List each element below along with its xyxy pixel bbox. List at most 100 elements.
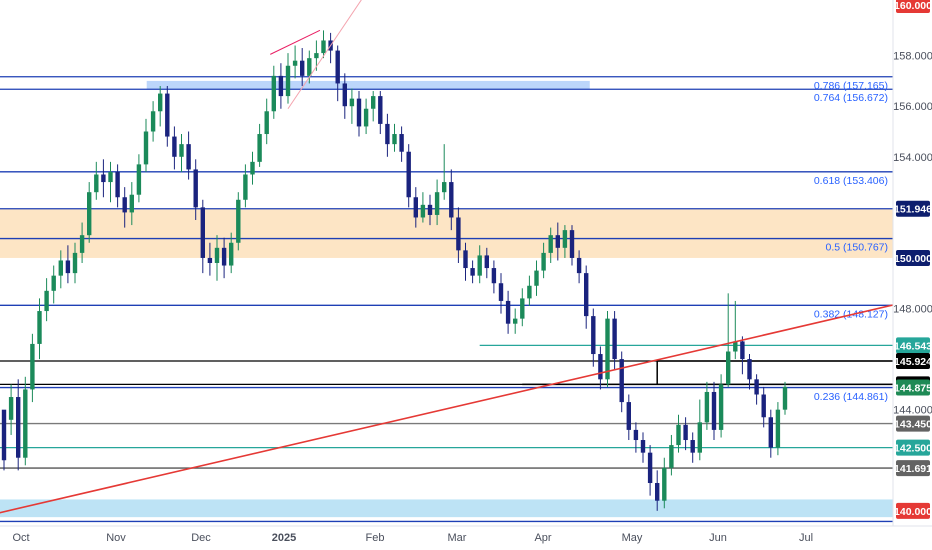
candle[interactable] xyxy=(669,434,674,476)
candle[interactable] xyxy=(449,169,454,231)
candle[interactable] xyxy=(108,161,113,203)
candle[interactable] xyxy=(591,308,596,367)
candle[interactable] xyxy=(285,53,291,104)
candles[interactable] xyxy=(1,30,788,511)
candle[interactable] xyxy=(363,98,369,135)
rising-trendline[interactable] xyxy=(0,296,928,514)
candle[interactable] xyxy=(726,293,731,387)
candle[interactable] xyxy=(51,265,56,304)
candle[interactable] xyxy=(79,222,85,263)
candle[interactable] xyxy=(58,250,63,289)
candle[interactable] xyxy=(584,265,589,329)
candle[interactable] xyxy=(633,422,639,453)
price-axis[interactable]: 160.000 158.000 156.000 154.000 151.946 150.0… xyxy=(892,0,932,550)
price-tag[interactable] xyxy=(896,379,930,396)
candle[interactable] xyxy=(619,351,624,413)
candle[interactable] xyxy=(775,402,781,456)
candle[interactable] xyxy=(264,98,269,145)
candle[interactable] xyxy=(229,232,234,274)
candle[interactable] xyxy=(747,354,752,390)
candle[interactable] xyxy=(754,374,759,405)
candle[interactable] xyxy=(101,159,106,198)
candle[interactable] xyxy=(193,159,198,221)
channel-line[interactable] xyxy=(287,0,373,110)
candle[interactable] xyxy=(143,118,149,172)
candle[interactable] xyxy=(214,235,220,281)
candle[interactable] xyxy=(605,311,610,387)
candle[interactable] xyxy=(690,432,695,463)
candle[interactable] xyxy=(44,278,49,322)
candle[interactable] xyxy=(150,101,156,142)
price-tag[interactable] xyxy=(896,460,930,477)
candle[interactable] xyxy=(207,242,213,276)
candle[interactable] xyxy=(541,242,546,279)
candle[interactable] xyxy=(335,45,340,102)
candle[interactable] xyxy=(378,91,383,135)
candle[interactable] xyxy=(406,144,411,208)
candle[interactable] xyxy=(598,346,603,390)
candle[interactable] xyxy=(271,65,276,119)
candle[interactable] xyxy=(740,336,745,375)
candle[interactable] xyxy=(733,300,738,360)
candle[interactable] xyxy=(200,199,205,274)
candle[interactable] xyxy=(562,225,568,258)
candle[interactable] xyxy=(371,91,376,122)
candle[interactable] xyxy=(505,290,511,334)
candle[interactable] xyxy=(697,399,702,461)
candle[interactable] xyxy=(243,164,248,208)
candle[interactable] xyxy=(782,381,788,415)
candle[interactable] xyxy=(647,445,653,496)
candle[interactable] xyxy=(165,85,170,147)
candle[interactable] xyxy=(236,192,241,251)
candle[interactable] xyxy=(704,381,710,430)
candle[interactable] xyxy=(484,247,489,279)
candle[interactable] xyxy=(498,273,504,314)
candle[interactable] xyxy=(300,48,305,86)
candle[interactable] xyxy=(292,45,298,79)
candle[interactable] xyxy=(349,88,355,124)
candle[interactable] xyxy=(321,30,326,59)
candle[interactable] xyxy=(250,151,255,185)
candle[interactable] xyxy=(179,134,184,172)
candle[interactable] xyxy=(278,63,284,109)
candle[interactable] xyxy=(569,225,575,266)
price-tag[interactable] xyxy=(896,337,930,354)
candle[interactable] xyxy=(65,245,71,284)
price-tag[interactable] xyxy=(896,439,930,456)
candle[interactable] xyxy=(548,227,553,263)
candle[interactable] xyxy=(413,187,418,228)
candle[interactable] xyxy=(662,457,667,509)
candle[interactable] xyxy=(392,123,397,152)
candle[interactable] xyxy=(87,182,92,243)
candle[interactable] xyxy=(122,187,127,228)
price-tag[interactable] xyxy=(896,415,930,432)
candle[interactable] xyxy=(399,126,404,162)
candle[interactable] xyxy=(158,85,163,127)
candle[interactable] xyxy=(718,374,724,438)
candle[interactable] xyxy=(640,432,646,463)
candle[interactable] xyxy=(1,409,7,471)
candle[interactable] xyxy=(527,275,532,306)
candle[interactable] xyxy=(257,123,262,167)
candle[interactable] xyxy=(434,179,440,226)
candle[interactable] xyxy=(626,394,631,441)
candle[interactable] xyxy=(555,222,560,261)
candle[interactable] xyxy=(8,384,14,435)
candle[interactable] xyxy=(427,194,433,226)
candle[interactable] xyxy=(94,161,99,200)
candle[interactable] xyxy=(23,376,28,466)
candle[interactable] xyxy=(463,242,468,281)
trendlines[interactable] xyxy=(0,0,928,514)
price-tag[interactable] xyxy=(896,502,930,519)
candle[interactable] xyxy=(442,144,447,200)
candle[interactable] xyxy=(612,311,617,370)
candle[interactable] xyxy=(676,414,681,453)
candle[interactable] xyxy=(711,381,717,441)
time-axis[interactable]: Oct Nov Dec 2025 Feb Mar Apr May Jun Jul xyxy=(0,525,932,550)
candle[interactable] xyxy=(456,207,461,263)
channel-line[interactable] xyxy=(270,29,321,55)
price-tag[interactable] xyxy=(896,249,930,266)
candle[interactable] xyxy=(470,260,475,284)
candle[interactable] xyxy=(356,91,362,137)
